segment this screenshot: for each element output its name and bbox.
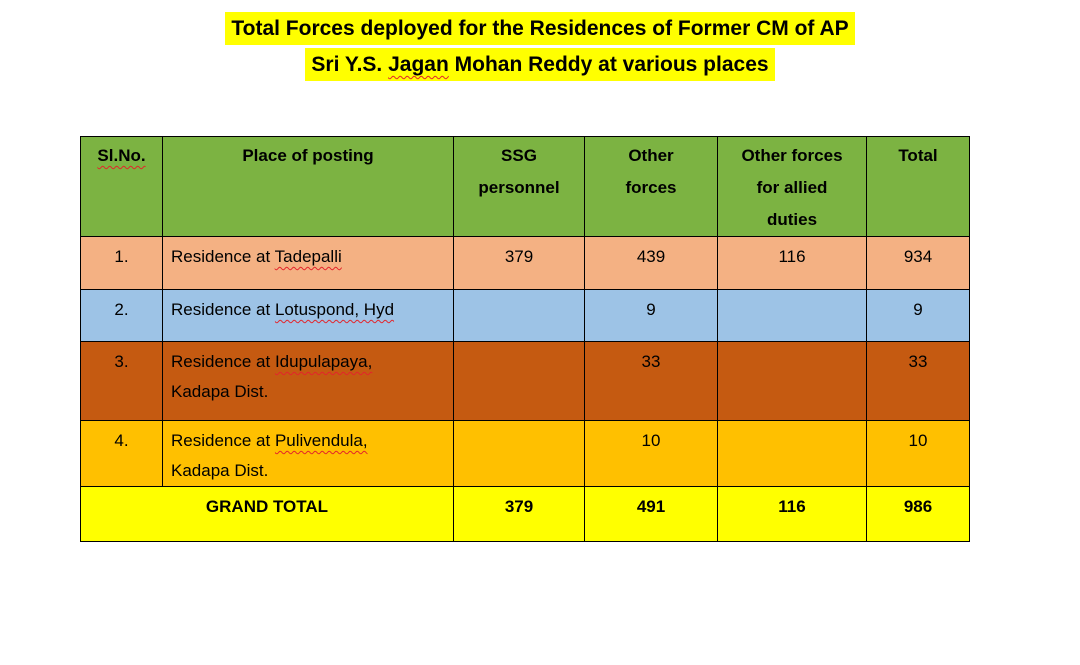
grand-total-row: GRAND TOTAL 379 491 116 986 — [80, 486, 970, 542]
table-header-row: Sl.No. Place of posting SSG personnel Ot… — [80, 136, 970, 237]
grand-total-total: 986 — [866, 486, 970, 542]
title-line-2-prefix: Sri Y.S. — [311, 53, 389, 76]
place-text: Residence at — [171, 247, 275, 266]
cell-place: Residence at Pulivendula, Kadapa Dist. — [162, 420, 454, 487]
cell-allied-duties — [717, 420, 867, 487]
cell-other-forces: 10 — [584, 420, 718, 487]
header-slno-text: Sl.No. — [97, 146, 146, 165]
place-text: Residence at — [171, 431, 275, 450]
title-line-2-row: Sri Y.S. Jagan Mohan Reddy at various pl… — [0, 48, 1080, 84]
cell-place: Residence at Idupulapaya, Kadapa Dist. — [162, 341, 454, 421]
header-other-forces: Other forces — [584, 136, 718, 237]
table-row-lotuspond: 2. Residence at Lotuspond, Hyd 9 9 — [80, 289, 970, 342]
grand-total-ssg: 379 — [453, 486, 585, 542]
cell-allied-duties — [717, 289, 867, 342]
cell-slno: 2. — [80, 289, 163, 342]
header-total: Total — [866, 136, 970, 237]
cell-other-forces: 439 — [584, 236, 718, 290]
cell-ssg — [453, 420, 585, 487]
header-ssg-personnel: SSG personnel — [453, 136, 585, 237]
header-other-forces-allied-duties: Other forces for allied duties — [717, 136, 867, 237]
cell-place: Residence at Tadepalli — [162, 236, 454, 290]
misspelled-place-word: Tadepalli — [274, 247, 342, 266]
cell-ssg — [453, 341, 585, 421]
grand-total-other-forces: 491 — [584, 486, 718, 542]
place-text: Residence at — [171, 300, 275, 319]
header-place-of-posting: Place of posting — [162, 136, 454, 237]
title-line-2: Sri Y.S. Jagan Mohan Reddy at various pl… — [305, 48, 775, 81]
place-text: Residence at — [171, 352, 275, 371]
header-slno: Sl.No. — [80, 136, 163, 237]
cell-total: 934 — [866, 236, 970, 290]
cell-ssg — [453, 289, 585, 342]
table-row-pulivendula: 4. Residence at Pulivendula, Kadapa Dist… — [80, 420, 970, 487]
cell-total: 33 — [866, 341, 970, 421]
cell-allied-duties — [717, 341, 867, 421]
cell-slno: 3. — [80, 341, 163, 421]
misspelled-place-word: Idupulapaya, — [274, 352, 373, 371]
title-misspelled-word: Jagan — [388, 53, 449, 76]
misspelled-place-word: Lotuspond, Hyd — [274, 300, 395, 319]
grand-total-label: GRAND TOTAL — [80, 486, 454, 542]
grand-total-allied-duties: 116 — [717, 486, 867, 542]
table-row-tadepalli: 1. Residence at Tadepalli 379 439 116 93… — [80, 236, 970, 290]
place-text-rest: Kadapa Dist. — [171, 461, 269, 480]
place-text-rest: Kadapa Dist. — [171, 382, 269, 401]
cell-allied-duties: 116 — [717, 236, 867, 290]
forces-table: Sl.No. Place of posting SSG personnel Ot… — [80, 136, 970, 542]
misspelled-place-word: Pulivendula, — [274, 431, 368, 450]
table-row-idupulapaya: 3. Residence at Idupulapaya, Kadapa Dist… — [80, 341, 970, 421]
cell-slno: 4. — [80, 420, 163, 487]
cell-ssg: 379 — [453, 236, 585, 290]
cell-total: 9 — [866, 289, 970, 342]
title-line-2-suffix: Mohan Reddy at various places — [448, 53, 769, 76]
cell-other-forces: 33 — [584, 341, 718, 421]
cell-total: 10 — [866, 420, 970, 487]
cell-other-forces: 9 — [584, 289, 718, 342]
cell-place: Residence at Lotuspond, Hyd — [162, 289, 454, 342]
title-line-1-row: Total Forces deployed for the Residences… — [0, 12, 1080, 48]
cell-slno: 1. — [80, 236, 163, 290]
title-line-1: Total Forces deployed for the Residences… — [225, 12, 855, 45]
document-title: Total Forces deployed for the Residences… — [0, 0, 1080, 84]
